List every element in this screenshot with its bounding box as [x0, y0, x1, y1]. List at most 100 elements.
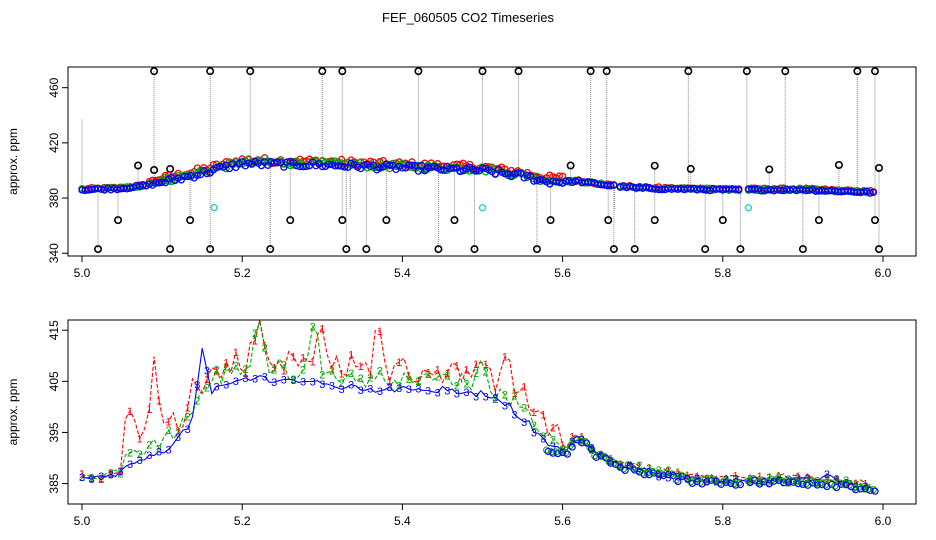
outlier-high-point [781, 67, 790, 76]
series2-point [706, 475, 714, 483]
series1-point: 1 [560, 440, 566, 452]
series3-point: 3 [550, 441, 556, 453]
series3-point: 3 [406, 384, 412, 396]
outlier-point [650, 216, 659, 225]
bottom-panel: 5.0 5.2 5.4 5.6 5.8 6.0 385 395 405 415 approx. pp… [6, 319, 917, 528]
series3-point [655, 471, 663, 479]
series3-point [866, 189, 874, 197]
plot-frame [67, 66, 917, 257]
series1-point: 1 [281, 366, 287, 378]
series2-point: 2 [435, 372, 441, 384]
data-marks [78, 67, 883, 254]
series2-point: 2 [127, 448, 133, 460]
series3-point [587, 445, 596, 453]
series2-point [797, 479, 805, 487]
series1-point: 1 [175, 425, 181, 437]
series1-point: 1 [233, 347, 239, 359]
x-tick-label: 5.0 [74, 266, 91, 280]
y-tick-label: 420 [47, 133, 61, 153]
series1-point: 1 [204, 374, 210, 386]
series1-point: 1 [377, 326, 383, 338]
series2-point: 2 [757, 477, 763, 489]
outlier-low-point [94, 245, 103, 254]
x-tick-label: 5.8 [714, 266, 731, 280]
series3-point: 3 [98, 471, 104, 483]
series2-point: 2 [233, 360, 239, 372]
series3-point: 3 [165, 444, 171, 456]
series3-point [568, 443, 576, 451]
series3-point [735, 186, 743, 194]
series2-point: 2 [636, 460, 642, 472]
series2-point: 2 [358, 373, 364, 385]
series2-point: 2 [511, 390, 517, 402]
series2-point [648, 468, 656, 476]
series3-point: 3 [89, 474, 95, 486]
series1-point: 1 [483, 359, 489, 371]
series3-point [536, 175, 544, 184]
series3-point [216, 163, 224, 171]
y-tick-label: 385 [47, 473, 61, 493]
series2-point [605, 458, 613, 466]
series2-point: 2 [310, 321, 316, 333]
series3-point: 3 [242, 373, 248, 385]
series3-point [203, 169, 211, 178]
outlier-low-point [798, 245, 807, 254]
series1-point: 1 [108, 468, 114, 480]
series3-point: 3 [415, 384, 421, 396]
series3-point [501, 170, 509, 178]
series1-point: 1 [262, 341, 268, 353]
series2-point: 2 [242, 364, 248, 376]
series2-point: 2 [396, 381, 402, 393]
outlier-point [338, 216, 347, 225]
series1-point: 1 [387, 376, 393, 388]
series1-point: 1 [425, 367, 431, 379]
series3-point: 3 [747, 476, 753, 488]
outlier-low-point [532, 245, 541, 254]
series3-point: 3 [262, 372, 268, 384]
series3-point [866, 486, 874, 495]
outlier-low-point [630, 245, 639, 254]
series1-point: 1 [757, 471, 763, 483]
series2-point [788, 477, 796, 485]
outlier-high-point [414, 67, 423, 76]
series3-point: 3 [185, 424, 191, 436]
series2-point: 2 [252, 328, 258, 340]
series1-point: 1 [223, 357, 229, 369]
series3-point [871, 487, 879, 495]
series3-point: 3 [204, 366, 210, 378]
series1-point: 1 [598, 449, 604, 461]
outlier-point [286, 216, 295, 225]
x-tick-label: 5.4 [394, 266, 411, 280]
series3-point [437, 166, 445, 174]
series2-point [749, 475, 757, 483]
series2-point [576, 437, 584, 445]
series3-point: 3 [483, 391, 489, 403]
series1-point: 1 [795, 471, 801, 483]
series2-point [792, 478, 800, 486]
series2-point: 2 [137, 449, 143, 461]
series2-point: 2 [540, 431, 546, 443]
series3-point [478, 164, 487, 172]
series1-point: 1 [853, 478, 859, 490]
series3-point [244, 159, 253, 167]
series2-point: 2 [175, 427, 181, 439]
outlier-high-point [150, 67, 159, 76]
series3-point: 3 [396, 383, 402, 395]
series3-point [650, 469, 658, 477]
series2-point [682, 473, 690, 481]
series1-point: 1 [310, 356, 316, 368]
series1-point: 1 [550, 422, 556, 434]
series2-point: 2 [454, 381, 460, 393]
series3-point: 3 [463, 387, 469, 399]
series3-point [450, 164, 458, 172]
series2-point: 2 [733, 474, 739, 486]
series2-point: 2 [833, 474, 839, 486]
series3-line [81, 348, 871, 488]
series2-point: 2 [387, 381, 393, 393]
y-tick-label: 380 [47, 188, 61, 208]
series3-point: 3 [377, 386, 383, 398]
outlier-point [134, 161, 143, 170]
series3-point: 3 [454, 388, 460, 400]
series2-point [571, 434, 579, 442]
